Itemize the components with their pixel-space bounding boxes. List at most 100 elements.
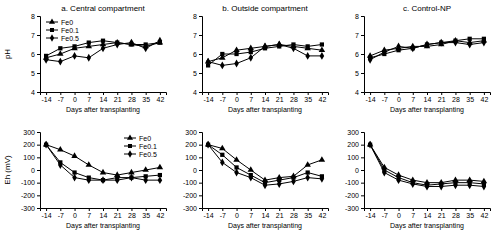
x-tick-label: 42 <box>157 96 165 103</box>
x-tick-mark <box>413 208 414 211</box>
x-tick: 35 <box>142 92 150 103</box>
x-tick-label: -7 <box>220 212 226 219</box>
x-tick: 42 <box>157 208 165 219</box>
y-tick: 0 <box>193 167 202 174</box>
marker <box>396 176 401 184</box>
marker <box>319 156 325 162</box>
x-tick-mark <box>322 92 323 95</box>
x-tick-mark <box>60 92 61 95</box>
y-axis-line <box>199 133 203 209</box>
y-tick: -100 <box>183 179 202 186</box>
marker <box>277 180 282 188</box>
marker <box>234 169 239 177</box>
y-tick-label: 6 <box>355 51 359 58</box>
y-tick: 8 <box>31 13 40 20</box>
x-tick: 21 <box>114 92 122 103</box>
marker <box>58 46 62 50</box>
x-axis-title: Days after transplanting <box>228 106 302 114</box>
marker <box>439 39 444 47</box>
x-tick: 14 <box>424 208 432 219</box>
y-tick-label: 5 <box>31 70 35 77</box>
marker <box>206 58 211 66</box>
x-tick: -7 <box>382 208 388 219</box>
x-tick-mark <box>484 92 485 95</box>
x-tick-mark <box>146 208 147 211</box>
marker <box>249 50 253 54</box>
y-tick-label: -200 <box>21 192 35 199</box>
marker <box>467 41 472 49</box>
x-tick-label: 14 <box>424 212 432 219</box>
legend-label: Fe0 <box>61 19 73 26</box>
marker <box>158 37 163 45</box>
marker <box>248 45 254 51</box>
y-tick: 4 <box>193 89 202 96</box>
x-axis: -14-7071421283542 <box>203 208 329 219</box>
marker <box>58 58 63 66</box>
x-axis-title: Days after transplanting <box>66 106 140 114</box>
legend-marker <box>50 34 54 41</box>
x-tick-mark <box>427 208 428 211</box>
x-tick: 35 <box>466 92 474 103</box>
y-tick: 100 <box>23 154 40 161</box>
x-tick-mark <box>222 208 223 211</box>
y-tick: 4 <box>31 89 40 96</box>
marker <box>319 46 325 52</box>
y-tick: -200 <box>345 192 364 199</box>
y-tick: 8 <box>193 13 202 20</box>
x-tick: -14 <box>204 92 214 103</box>
marker <box>129 174 134 182</box>
marker <box>467 181 472 189</box>
y-tick: 5 <box>193 70 202 77</box>
y-tick-label: 6 <box>31 51 35 58</box>
x-tick-mark <box>384 208 385 211</box>
y-tick-label: 5 <box>193 70 197 77</box>
x-axis: -14-7071421283542 <box>41 208 167 219</box>
y-tick: 6 <box>31 51 40 58</box>
x-tick: 14 <box>262 92 270 103</box>
series-line <box>46 145 160 180</box>
y-tick-mark <box>361 132 364 133</box>
panel: -14-707142128354245678c. Control-NPDays … <box>355 4 490 114</box>
series-line <box>46 41 160 62</box>
y-axis: 45678 <box>193 13 202 96</box>
legend-marker <box>128 144 132 148</box>
marker <box>71 152 77 158</box>
x-tick-label: 35 <box>466 212 474 219</box>
x-tick: 42 <box>319 208 327 219</box>
marker <box>304 161 310 167</box>
y-tick-mark <box>199 195 202 196</box>
x-tick-mark <box>117 208 118 211</box>
marker <box>115 176 120 184</box>
x-tick-mark <box>399 208 400 211</box>
y-tick-label: -300 <box>21 205 35 212</box>
x-tick-mark <box>160 208 161 211</box>
marker <box>306 44 310 48</box>
marker <box>263 181 268 189</box>
x-tick-mark <box>484 208 485 211</box>
x-tick-mark <box>293 208 294 211</box>
legend-marker <box>128 150 132 157</box>
y-tick-mark <box>37 35 40 36</box>
marker <box>425 183 430 191</box>
y-tick: 4 <box>355 89 364 96</box>
x-tick: 7 <box>411 208 415 219</box>
marker <box>58 161 63 169</box>
x-tick-label: -14 <box>366 96 376 103</box>
x-tick: -14 <box>366 92 376 103</box>
x-tick-mark <box>131 92 132 95</box>
x-tick-label: -14 <box>204 212 214 219</box>
y-tick-mark <box>361 170 364 171</box>
series-line <box>46 145 160 180</box>
x-tick: 35 <box>142 208 150 219</box>
legend: Fe0Fe0.1Fe0.5 <box>124 134 157 157</box>
y-axis: -300-200-1000100200300 <box>21 129 41 212</box>
x-tick-mark <box>441 208 442 211</box>
marker <box>101 39 105 43</box>
x-tick-mark <box>279 92 280 95</box>
x-tick-label: 7 <box>87 212 91 219</box>
y-tick-mark <box>361 145 364 146</box>
marker <box>320 175 325 183</box>
x-tick-label: 21 <box>276 212 284 219</box>
marker <box>368 56 373 64</box>
x-tick-mark <box>75 92 76 95</box>
